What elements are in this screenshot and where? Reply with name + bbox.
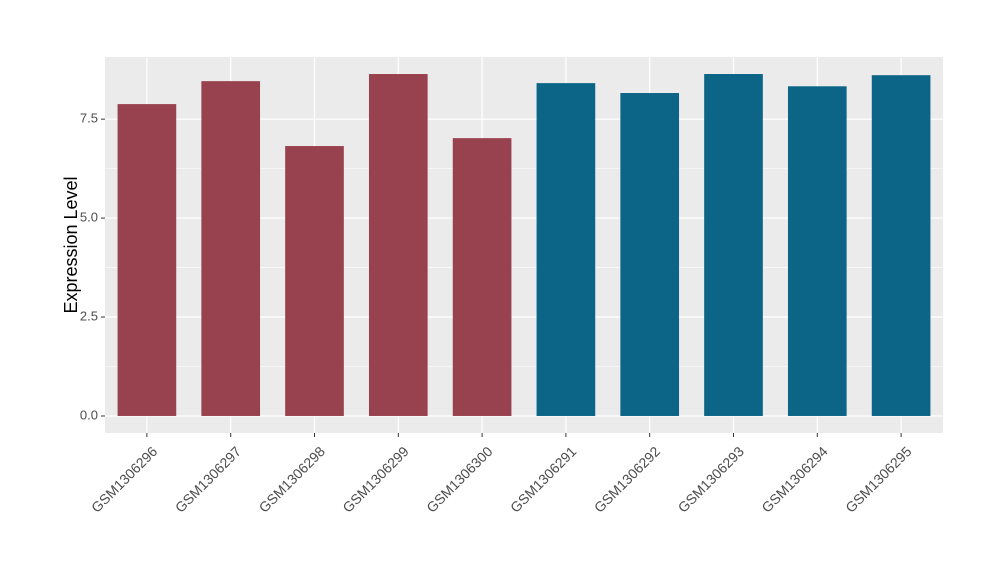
bar <box>871 75 931 416</box>
x-tick-label: GSM1306296 <box>88 443 161 516</box>
bar <box>536 83 596 416</box>
y-tick-label: 5.0 <box>80 210 98 225</box>
bar <box>452 138 512 416</box>
bar <box>787 86 847 416</box>
y-tick-label: 7.5 <box>80 111 98 126</box>
x-tick-label: GSM1306292 <box>591 443 664 516</box>
bar <box>620 93 680 416</box>
x-tick-label: GSM1306297 <box>172 443 245 516</box>
bar <box>704 74 763 416</box>
x-tick-label: GSM1306299 <box>339 443 412 516</box>
bar <box>368 74 428 416</box>
y-tick-label: 0.0 <box>80 407 98 422</box>
bar <box>117 104 177 416</box>
x-tick-label: GSM1306291 <box>507 443 580 516</box>
y-tick-label: 2.5 <box>80 308 98 323</box>
x-tick-label: GSM1306293 <box>675 443 748 516</box>
x-tick-label: GSM1306300 <box>423 443 496 516</box>
bar <box>285 146 344 416</box>
x-tick-label: GSM1306298 <box>256 443 329 516</box>
x-tick-label: GSM1306295 <box>842 443 915 516</box>
x-tick-label: GSM1306294 <box>758 443 831 516</box>
bar <box>201 81 261 416</box>
y-axis-label: Expression Level <box>61 176 81 313</box>
